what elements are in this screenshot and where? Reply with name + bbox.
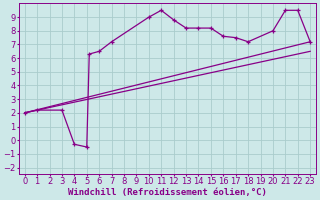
X-axis label: Windchill (Refroidissement éolien,°C): Windchill (Refroidissement éolien,°C) bbox=[68, 188, 267, 197]
